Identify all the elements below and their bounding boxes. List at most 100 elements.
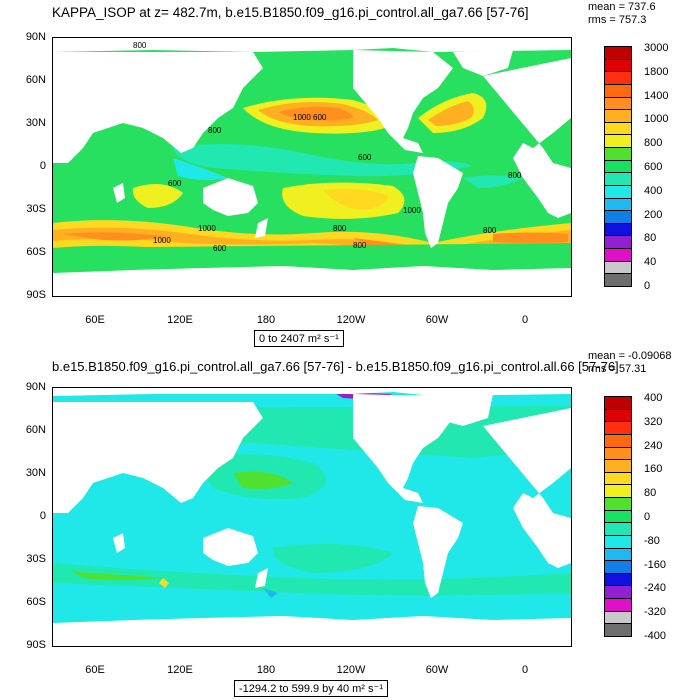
top-ytick-60s: 60S bbox=[26, 246, 46, 258]
antarctica-land bbox=[53, 266, 571, 296]
bottom-xtick-60e: 60E bbox=[85, 664, 105, 676]
bottom-colorbar-label: 320 bbox=[644, 415, 663, 428]
south-atlantic-cyan bbox=[463, 175, 523, 188]
bottom-colorbox-9 bbox=[604, 509, 632, 524]
indian-yellow bbox=[132, 184, 183, 208]
south-america-land bbox=[413, 156, 463, 248]
contour-label: 600 bbox=[313, 113, 327, 122]
bottom-colorbox-16 bbox=[604, 421, 632, 435]
top-colorbar-label: 3000 bbox=[644, 42, 669, 54]
north-america-land bbox=[353, 50, 453, 153]
bottom-ytick-60s: 60S bbox=[26, 596, 46, 608]
contour-label: 800 bbox=[208, 126, 222, 135]
bottom-ytick-60n: 60N bbox=[25, 424, 46, 436]
bottom-colorbox-10 bbox=[604, 497, 632, 511]
top-map-svg: 800 1000 800 600 600 600 800 1000 800 800 1000 1000… bbox=[53, 38, 571, 296]
top-rms: rms = 757.3 bbox=[588, 14, 647, 26]
top-ytick-60n: 60N bbox=[25, 74, 46, 86]
diff-south-pacific bbox=[273, 544, 393, 573]
contour-label: 800 bbox=[508, 171, 522, 180]
diff-south-america-land bbox=[413, 506, 463, 598]
top-range-label: 0 to 2407 m² s⁻¹ bbox=[254, 330, 344, 347]
diff-madagascar-land bbox=[113, 533, 125, 553]
bottom-map bbox=[52, 387, 572, 647]
top-colorbar: 3000 1800 1400 1000 800 600 400 200 80 40 0 bbox=[604, 42, 694, 292]
bottom-xtick-60w: 60W bbox=[425, 664, 449, 676]
indonesian-cyan bbox=[173, 158, 228, 181]
bottom-ytick-30n: 30N bbox=[25, 467, 46, 479]
bottom-ytick-90s: 90S bbox=[26, 639, 46, 651]
africa-land bbox=[483, 58, 571, 218]
diff-blue-patch bbox=[263, 588, 278, 598]
contour-label: 800 bbox=[333, 224, 347, 233]
bottom-xtick-120w: 120W bbox=[336, 664, 366, 676]
top-colorbox-3 bbox=[604, 235, 632, 250]
diff-yellow-spot bbox=[159, 578, 169, 588]
top-contour-labels: 800 1000 800 600 600 600 800 1000 800 800 1000 1000… bbox=[133, 41, 522, 253]
contour-label: 600 bbox=[168, 179, 182, 188]
top-xtick-120w: 120W bbox=[336, 314, 366, 326]
top-panel: KAPPA_ISOP at z= 482.7m, b.e15.B1850.f09… bbox=[25, 1, 694, 347]
top-colorbox-5 bbox=[604, 210, 632, 224]
bottom-colorbar-label: -320 bbox=[644, 606, 667, 619]
contour-label: 800 bbox=[483, 226, 497, 235]
top-colorbox-9 bbox=[604, 159, 632, 174]
bottom-colorbox-15 bbox=[604, 433, 632, 448]
bottom-colorbox-8 bbox=[604, 522, 632, 536]
bottom-colorbar-label: 400 bbox=[644, 392, 663, 404]
top-title: KAPPA_ISOP at z= 482.7m, b.e15.B1850.f09… bbox=[52, 5, 529, 20]
top-mean: mean = 737.6 bbox=[588, 1, 656, 13]
top-colorbar-label: 1400 bbox=[644, 89, 669, 102]
top-land bbox=[53, 38, 571, 296]
contour-label: 600 bbox=[358, 153, 372, 162]
top-colorbox-14 bbox=[604, 96, 632, 111]
top-colorbox-15 bbox=[604, 83, 632, 98]
bottom-mean: mean = -0.09068 bbox=[588, 350, 672, 362]
top-colorbar-label: 40 bbox=[644, 256, 657, 269]
bottom-colorbar-label: -400 bbox=[644, 630, 667, 642]
australia-land bbox=[203, 178, 258, 216]
diff-southern-green bbox=[73, 572, 163, 580]
top-colorbar-label: 200 bbox=[644, 208, 663, 221]
top-colorbox-7 bbox=[604, 184, 632, 199]
bottom-ytick-0: 0 bbox=[39, 510, 46, 522]
diff-southern-band bbox=[53, 563, 571, 596]
top-colorbox-0 bbox=[604, 273, 632, 287]
bottom-range-label: -1294.2 to 599.9 by 40 m² s⁻¹ bbox=[234, 680, 388, 697]
bottom-colorbox-5 bbox=[604, 560, 632, 574]
diff-africa-land bbox=[483, 408, 571, 568]
south-pacific-core bbox=[323, 188, 388, 210]
diff-arctic-land bbox=[53, 388, 571, 396]
top-colorbar-label: 80 bbox=[644, 232, 657, 245]
top-colorbar-label: 600 bbox=[644, 161, 663, 173]
top-colorbar-label: 400 bbox=[644, 184, 663, 197]
top-ytick-90n: 90N bbox=[25, 31, 46, 43]
bottom-rms: rms = 57.31 bbox=[588, 363, 647, 375]
diff-pacific-green bbox=[233, 471, 293, 489]
bottom-map-svg bbox=[53, 388, 571, 646]
contour-label: 1000 bbox=[198, 224, 216, 233]
top-colorbox-2 bbox=[604, 248, 632, 262]
bottom-colorbox-1 bbox=[604, 610, 632, 625]
top-colorbox-4 bbox=[604, 222, 632, 237]
bottom-stats: mean = -0.09068 rms = 57.31 bbox=[588, 350, 671, 376]
top-colorbox-18 bbox=[604, 46, 632, 60]
bottom-colorbox-3 bbox=[604, 585, 632, 600]
bottom-colorbox-2 bbox=[604, 598, 632, 612]
bottom-colorbar: 400 320 240 160 80 0 -80 -160 -240 -320 -400 bbox=[604, 392, 694, 642]
top-xtick-60e: 60E bbox=[85, 314, 105, 326]
contour-label: 800 bbox=[133, 41, 147, 50]
bottom-ytick-30s: 30S bbox=[26, 553, 46, 565]
top-ytick-30n: 30N bbox=[25, 117, 46, 129]
contour-label: 1000 bbox=[403, 206, 421, 215]
atlantic-orange bbox=[428, 101, 474, 126]
top-colorbox-10 bbox=[604, 147, 632, 161]
top-colorbox-1 bbox=[604, 260, 632, 275]
top-map: 800 1000 800 600 600 600 800 1000 800 800 1000 1000… bbox=[52, 37, 572, 297]
top-colorbar-label: 1000 bbox=[644, 113, 669, 126]
top-colorbox-17 bbox=[604, 58, 632, 73]
pacific-core bbox=[278, 106, 353, 121]
top-colorbox-13 bbox=[604, 109, 632, 123]
bottom-colorbox-12 bbox=[604, 471, 632, 486]
bottom-ytick-90n: 90N bbox=[25, 381, 46, 393]
